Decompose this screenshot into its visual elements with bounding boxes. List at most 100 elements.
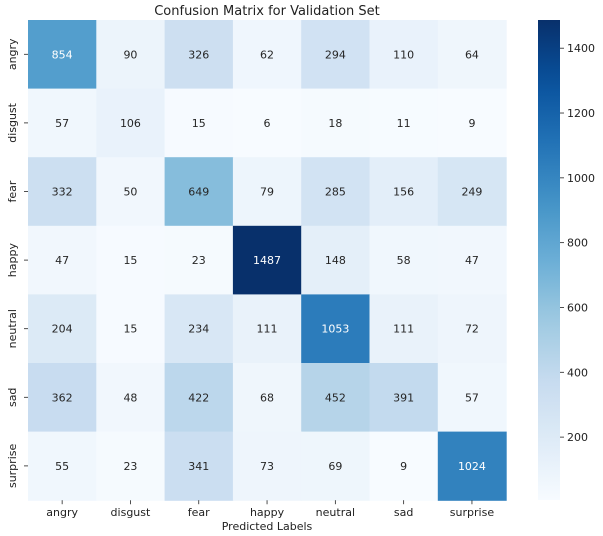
colorbar-tick-label: 1000	[567, 172, 595, 185]
colorbar-tick-label: 400	[567, 366, 588, 379]
heatmap-cell	[96, 431, 166, 501]
heatmap-cell	[164, 225, 234, 295]
heatmap-cell	[96, 88, 166, 158]
heatmap-cell	[28, 363, 97, 433]
colorbar-tick-label: 800	[567, 237, 588, 250]
heatmap-cell	[232, 363, 302, 433]
cell-value-label: 68	[260, 391, 274, 404]
heatmap-cell	[164, 431, 234, 501]
cell-value-label: 106	[120, 117, 141, 130]
cell-value-label: 148	[325, 254, 346, 267]
heatmap-cell	[437, 88, 507, 158]
heatmap-cell	[164, 363, 234, 433]
heatmap-cell	[164, 294, 234, 364]
heatmap-cell	[28, 88, 97, 158]
y-tick-label: neutral	[6, 309, 19, 348]
heatmap-cell	[28, 431, 97, 501]
heatmap-cell	[369, 363, 439, 433]
cell-value-label: 9	[468, 117, 475, 130]
y-tick-label: disgust	[6, 102, 19, 142]
heatmap-cell	[164, 20, 234, 90]
heatmap-cell	[369, 431, 439, 501]
cell-value-label: 332	[52, 186, 73, 199]
heatmap-cell	[369, 157, 439, 227]
x-tick-label: neutral	[316, 506, 355, 519]
heatmap-cell	[232, 225, 302, 295]
cell-value-label: 111	[393, 323, 414, 336]
heatmap-cell	[437, 20, 507, 90]
heatmap-cell	[369, 225, 439, 295]
cell-value-label: 79	[260, 186, 274, 199]
heatmap-cell	[437, 431, 507, 501]
heatmap-cell	[301, 88, 371, 158]
cell-value-label: 55	[55, 460, 69, 473]
heatmap-cell	[232, 88, 302, 158]
heatmap-cell	[232, 294, 302, 364]
x-tick-label: angry	[46, 506, 78, 519]
cell-value-label: 58	[397, 254, 411, 267]
heatmap-cell	[96, 363, 166, 433]
cell-value-label: 294	[325, 48, 346, 61]
heatmap-cell	[232, 20, 302, 90]
colorbar-gradient	[538, 20, 560, 500]
cell-value-label: 23	[123, 460, 137, 473]
heatmap-cell	[28, 294, 97, 364]
colorbar: 200 400 600 800 1000 1200 1400	[538, 20, 595, 500]
heatmap-cell	[28, 157, 97, 227]
colorbar-tick-label: 1400	[567, 42, 595, 55]
cell-value-label: 111	[257, 323, 278, 336]
cell-value-label: 50	[123, 186, 137, 199]
heatmap-cell	[301, 20, 371, 90]
cell-value-label: 1024	[458, 460, 486, 473]
cell-value-label: 422	[188, 391, 209, 404]
heatmap-cell	[437, 363, 507, 433]
cell-value-label: 23	[192, 254, 206, 267]
cell-value-label: 15	[192, 117, 206, 130]
chart-title: Confusion Matrix for Validation Set	[154, 4, 380, 19]
cell-value-label: 362	[52, 391, 73, 404]
heatmap-cell	[369, 88, 439, 158]
cell-value-label: 649	[188, 186, 209, 199]
cell-value-label: 72	[465, 323, 479, 336]
cell-value-label: 234	[188, 323, 209, 336]
cell-value-label: 285	[325, 186, 346, 199]
cell-value-label: 341	[188, 460, 209, 473]
cell-value-label: 1053	[321, 323, 349, 336]
heatmap-cells	[28, 20, 507, 501]
x-axis: angry disgust fear happy neutral sad surprise	[46, 500, 494, 519]
cell-value-label: 110	[393, 48, 414, 61]
colorbar-tick-label: 1200	[567, 107, 595, 120]
colorbar-tick-label: 600	[567, 301, 588, 314]
cell-value-label: 391	[393, 391, 414, 404]
cell-value-label: 204	[52, 323, 73, 336]
y-tick-label: happy	[6, 243, 19, 278]
x-tick-label: happy	[250, 506, 285, 519]
x-tick-label: sad	[394, 506, 413, 519]
y-tick-label: fear	[6, 180, 19, 202]
heatmap-cell	[96, 225, 166, 295]
heatmap-cell	[164, 88, 234, 158]
x-tick-label: surprise	[450, 506, 495, 519]
y-tick-label: angry	[6, 38, 19, 70]
x-tick-label: disgust	[111, 506, 151, 519]
cell-value-label: 9	[400, 460, 407, 473]
heatmap-cell	[28, 20, 97, 90]
cell-value-label: 326	[188, 48, 209, 61]
heatmap-cell	[96, 294, 166, 364]
heatmap-cell	[437, 225, 507, 295]
y-tick-label: surprise	[6, 444, 19, 489]
heatmap-cell	[301, 363, 371, 433]
cell-value-label: 69	[328, 460, 342, 473]
cell-value-label: 11	[397, 117, 411, 130]
y-axis: angry disgust fear happy neutral sad surprise	[6, 38, 28, 488]
cell-value-label: 57	[55, 117, 69, 130]
cell-value-label: 47	[465, 254, 479, 267]
heatmap-cell	[437, 294, 507, 364]
heatmap-cell	[164, 157, 234, 227]
heatmap-cell	[369, 294, 439, 364]
cell-value-label: 452	[325, 391, 346, 404]
cell-value-label: 1487	[253, 254, 281, 267]
heatmap-cell	[232, 431, 302, 501]
cell-value-label: 18	[328, 117, 342, 130]
